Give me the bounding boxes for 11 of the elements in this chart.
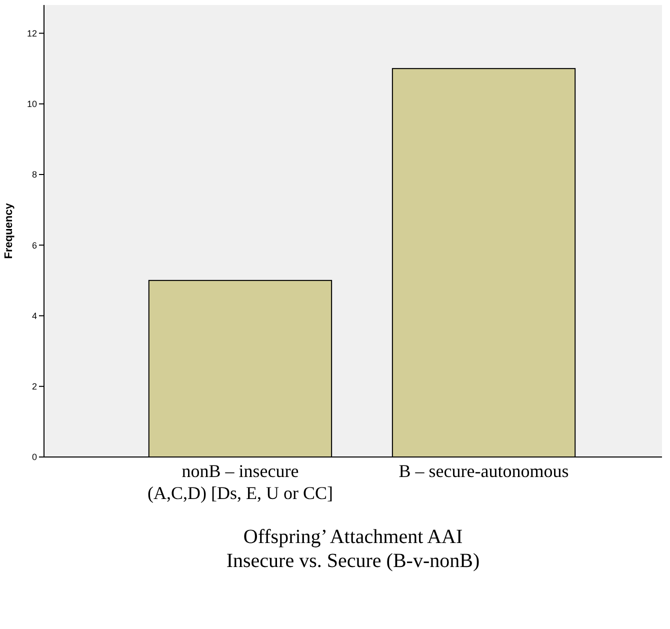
- y-tick-label: 4: [32, 310, 37, 321]
- y-tick-label: 12: [26, 28, 37, 38]
- y-tick-label: 8: [32, 170, 37, 180]
- x-axis-title: Offspring’ Attachment AAI Insecure vs. Secure (B-v-nonB): [226, 526, 480, 572]
- x-tick-label: B – secure-autonomous: [398, 461, 569, 481]
- y-tick-label: 10: [26, 99, 37, 110]
- y-tick-label: 2: [32, 382, 37, 392]
- x-tick-label: nonB – insecure (A,C,D) [Ds, E, U or CC]: [147, 461, 333, 503]
- y-axis-title: Frequency: [3, 202, 15, 259]
- y-tick-label: 6: [32, 240, 37, 250]
- y-tick-label: 0: [32, 452, 37, 462]
